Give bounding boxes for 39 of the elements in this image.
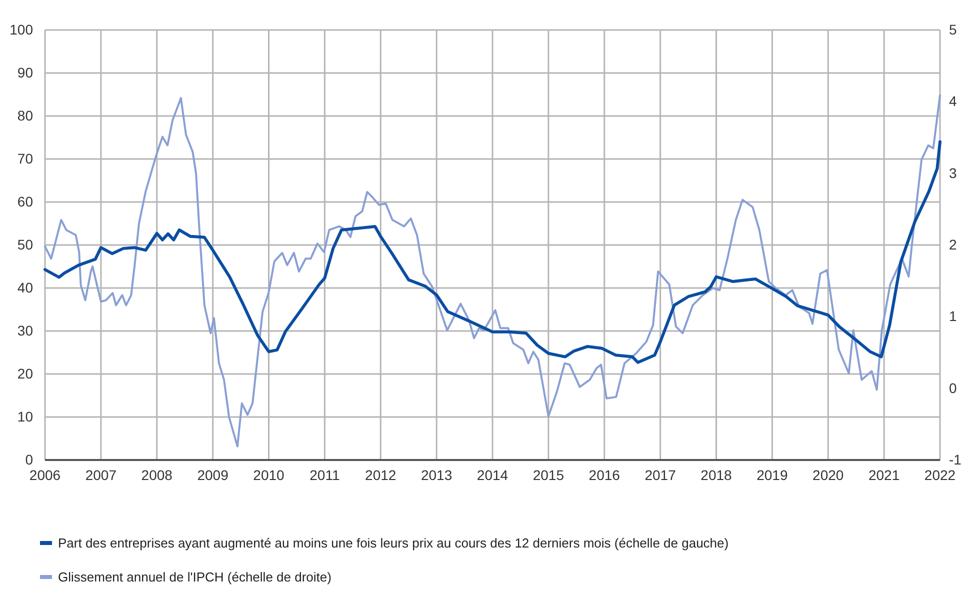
- y-tick-label: 10: [17, 408, 34, 424]
- y2-tick-label: 4: [949, 93, 957, 110]
- y-tick-label: 90: [17, 64, 34, 80]
- y-tick-label: 80: [17, 107, 34, 124]
- x-tick-label: 2014: [476, 466, 508, 483]
- y2-tick-label: 0: [949, 380, 957, 396]
- x-tick-label: 2012: [365, 466, 396, 483]
- x-tick-label: 2006: [29, 466, 61, 483]
- x-tick-label: 2016: [588, 466, 620, 483]
- y-tick-label: 60: [17, 193, 34, 210]
- x-tick-label: 2021: [868, 466, 900, 483]
- y-tick-label: 100: [10, 21, 34, 38]
- y-tick-label: 70: [17, 150, 34, 166]
- x-tick-label: 2018: [700, 466, 732, 483]
- legend-label: Part des entreprises ayant augmenté au moins une fois leurs prix au cours des 12 derniers mois (échelle de gauche): [58, 536, 729, 550]
- x-tick-label: 2017: [644, 466, 676, 483]
- x-tick-label: 2022: [924, 466, 956, 483]
- y-tick-label: 50: [17, 236, 34, 252]
- y-tick-label: 40: [17, 279, 34, 296]
- y-tick-label: 20: [17, 365, 34, 382]
- x-tick-label: 2019: [756, 466, 788, 483]
- y-tick-label: 0: [25, 451, 34, 468]
- y2-tick-label: 5: [949, 21, 957, 38]
- y2-tick-label: 2: [949, 236, 957, 252]
- y2-tick-label: 3: [949, 164, 957, 181]
- y2-tick-label: 1: [949, 308, 957, 324]
- line-series: [44, 94, 941, 448]
- x-tick-label: 2015: [532, 466, 564, 483]
- x-tick-label: 2010: [253, 466, 285, 483]
- x-tick-label: 2020: [812, 466, 844, 483]
- y-tick-label: 30: [17, 322, 34, 338]
- line-series: [44, 140, 942, 364]
- x-tick-label: 2013: [420, 466, 452, 483]
- y2-tick-label: -1: [949, 451, 962, 468]
- x-tick-label: 2007: [85, 466, 117, 483]
- x-tick-label: 2009: [197, 466, 229, 483]
- legend-label: Glissement annuel de l'IPCH (échelle de droite): [58, 570, 332, 584]
- x-tick-label: 2011: [310, 466, 340, 483]
- x-tick-label: 2008: [141, 466, 173, 483]
